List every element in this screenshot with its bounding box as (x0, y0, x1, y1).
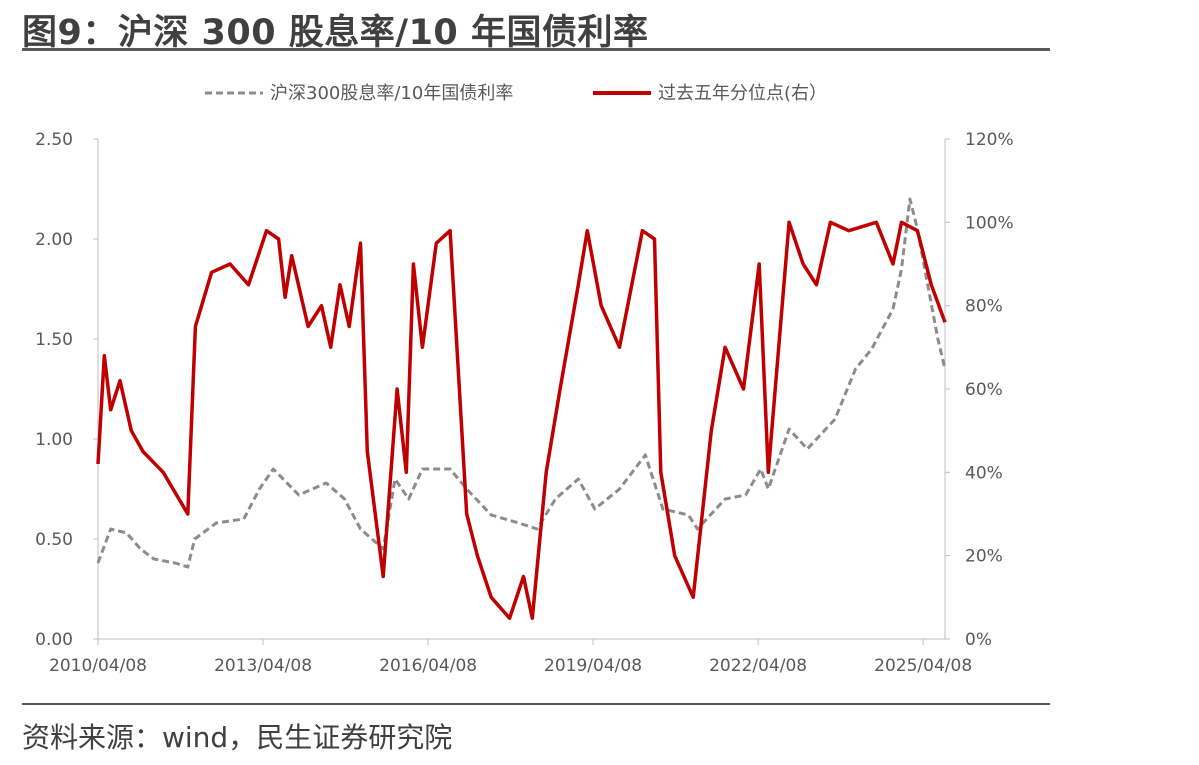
legend-label-percentile: 过去五年分位点(右） (658, 83, 827, 104)
axes (97, 139, 946, 640)
series-layer (96, 197, 947, 620)
left-tick-label: 2.00 (35, 230, 73, 250)
bottom-rule (22, 703, 1050, 705)
right-tick-label: 100% (965, 213, 1014, 233)
legend-label-ratio: 沪深300股息率/10年国债利率 (270, 83, 513, 104)
left-tick-label: 1.50 (35, 330, 73, 350)
chart: 沪深300股息率/10年国债利率 过去五年分位点(右） 0.00 0.50 1.00… (35, 83, 1013, 676)
top-rule (22, 48, 1050, 51)
x-tick-label: 2025/04/08 (874, 656, 972, 676)
series-line-ratio (96, 197, 947, 569)
left-tick-label: 2.50 (35, 130, 73, 150)
tick-layer: 0.00 0.50 1.00 1.50 2.00 2.50 0% 20% 40% 60% 80% 10… (35, 130, 1013, 676)
right-tick-label: 40% (965, 463, 1003, 483)
right-tick-label: 120% (965, 130, 1014, 150)
series-line-percentile (96, 220, 947, 620)
x-tick-label: 2019/04/08 (544, 656, 642, 676)
left-tick-label: 1.00 (35, 430, 73, 450)
right-tick-label: 0% (965, 630, 992, 650)
x-tick-label: 2016/04/08 (379, 656, 477, 676)
left-tick-label: 0.50 (35, 530, 73, 550)
source-note: 资料来源：wind，民生证券研究院 (22, 721, 453, 754)
figure-title: 图9：沪深 300 股息率/10 年国债利率 (22, 13, 649, 53)
right-tick-label: 20% (965, 547, 1003, 567)
legend: 沪深300股息率/10年国债利率 过去五年分位点(右） (205, 83, 827, 104)
x-tick-label: 2022/04/08 (709, 656, 807, 676)
x-tick-label: 2010/04/08 (49, 656, 147, 676)
right-tick-label: 60% (965, 380, 1003, 400)
x-tick-label: 2013/04/08 (214, 656, 312, 676)
right-tick-label: 80% (965, 297, 1003, 317)
left-tick-label: 0.00 (35, 630, 73, 650)
